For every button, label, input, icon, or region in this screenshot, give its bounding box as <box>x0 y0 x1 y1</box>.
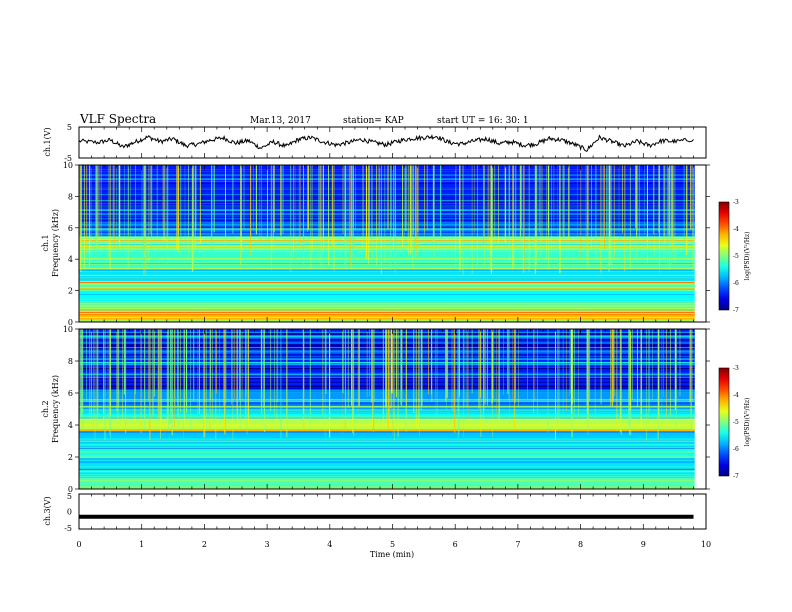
ch3-ticks: 0 <box>67 494 707 529</box>
y-tick-label: 2 <box>68 453 73 462</box>
time-tick-label: 5 <box>390 540 395 549</box>
ch3-frame <box>78 493 707 530</box>
ch1-waveform-panel: 5 -5 ch.1(V) <box>43 123 707 163</box>
ch1-colorbar-tick-2: -5 <box>733 253 739 260</box>
ch1-ytick-bottom: -5 <box>64 154 72 163</box>
spectrogram-band <box>79 476 695 489</box>
y-tick-label: 10 <box>63 325 73 334</box>
time-axis-label: Time (min) <box>370 550 414 559</box>
station-label: station= KAP <box>343 116 404 126</box>
y-tick-label: 8 <box>68 192 73 201</box>
time-tick-label: 3 <box>265 540 270 549</box>
spectrogram-band <box>79 431 695 441</box>
ch2-spec-ticks: 0 2 4 6 8 10 <box>63 325 710 494</box>
y-tick-label: 0 <box>68 485 73 494</box>
time-tick-label: 7 <box>515 540 520 549</box>
date-label: Mar.13, 2017 <box>250 116 311 126</box>
figure-title: VLF Spectra <box>79 112 156 126</box>
spectrogram-band <box>79 301 695 311</box>
y-tick-label: 0 <box>68 318 73 327</box>
y-tick-label: 4 <box>68 255 73 264</box>
start-time-label: start UT = 16: 30: 1 <box>437 116 529 126</box>
ch1-colorbar: -3 -4 -5 -6 -7 log(PSD)(V²/Hz) <box>718 199 751 314</box>
y-tick-label: 4 <box>68 421 73 430</box>
ch2-colorbar-tick-3: -6 <box>733 446 739 453</box>
ch3-ylabel: ch.3(V) <box>43 496 52 525</box>
ch2-colorbar-tick-4: -7 <box>733 473 739 480</box>
ch3-waveform-panel: 0 5 -5 ch.3(V) 0 1 2 3 4 5 6 7 8 9 10 Time (min) <box>43 492 711 559</box>
time-tick-label: 10 <box>701 540 711 549</box>
y-tick-label: 8 <box>68 357 73 366</box>
ch2-spec-ylabel: Frequency (kHz) <box>51 375 60 443</box>
ch1-colorbar-bar <box>718 201 730 311</box>
spectrogram-band <box>79 290 695 302</box>
time-tick-label: 0 <box>76 540 81 549</box>
ch2-colorbar-tick-1: -4 <box>733 392 739 399</box>
ch2-spec-ylabel-top: ch.2 <box>41 400 50 417</box>
ch1-ticks <box>78 127 707 158</box>
y-tick-label: 6 <box>68 389 73 398</box>
ch1-spectrogram <box>79 165 695 323</box>
time-tick-label: 2 <box>202 540 207 549</box>
ch2-colorbar-tick-0: -3 <box>733 365 739 372</box>
ch1-colorbar-tick-4: -7 <box>733 307 739 314</box>
ch1-colorbar-label: log(PSD)(V²/Hz) <box>744 232 751 281</box>
ch2-colorbar-tick-2: -5 <box>733 419 739 426</box>
ch1-ylabel: ch.1(V) <box>43 127 52 156</box>
time-tick-label: 4 <box>327 540 332 549</box>
time-tick-label: 9 <box>641 540 646 549</box>
time-tick-label: 1 <box>139 540 144 549</box>
ch2-spectrogram-panel: 0 2 4 6 8 10 ch.2 Frequency (kHz) -3 -4 -5 -6… <box>41 325 751 494</box>
ch1-spec-ylabel-top: ch.1 <box>41 234 50 251</box>
ch2-colorbar: -3 -4 -5 -6 -7 log(PSD)(V²/Hz) <box>718 365 751 480</box>
y-tick-label: 6 <box>68 224 73 233</box>
time-tick-label: 6 <box>453 540 458 549</box>
ch1-trace <box>78 133 694 152</box>
ch2-spectrogram <box>79 329 695 489</box>
time-tick-label: 8 <box>578 540 583 549</box>
ch1-spec-ylabel: Frequency (kHz) <box>51 209 60 277</box>
ch1-spectrogram-panel: 0 2 4 6 8 10 ch.1 Frequency (kHz) -3 -4 -5 -6… <box>41 161 751 327</box>
ch1-spec-ticks: 0 2 4 6 8 10 <box>63 161 710 327</box>
ch1-ytick-top: 5 <box>67 123 72 132</box>
ch2-colorbar-bar <box>718 367 730 477</box>
spectrogram-band <box>79 165 695 222</box>
ch1-colorbar-tick-3: -6 <box>733 280 739 287</box>
ch1-colorbar-tick-0: -3 <box>733 199 739 206</box>
ch3-ytick-middle: 0 <box>67 508 72 517</box>
y-tick-label: 10 <box>63 161 73 170</box>
spectrogram-band <box>79 311 695 322</box>
time-tick-labels: 0 1 2 3 4 5 6 7 8 9 10 <box>76 540 711 549</box>
ch2-colorbar-label: log(PSD)(V²/Hz) <box>744 398 751 447</box>
ch3-ytick-bottom: -5 <box>64 524 72 533</box>
ch1-colorbar-tick-1: -4 <box>733 226 739 233</box>
y-tick-label: 2 <box>68 287 73 296</box>
ch3-ytick-top: 5 <box>67 492 72 501</box>
